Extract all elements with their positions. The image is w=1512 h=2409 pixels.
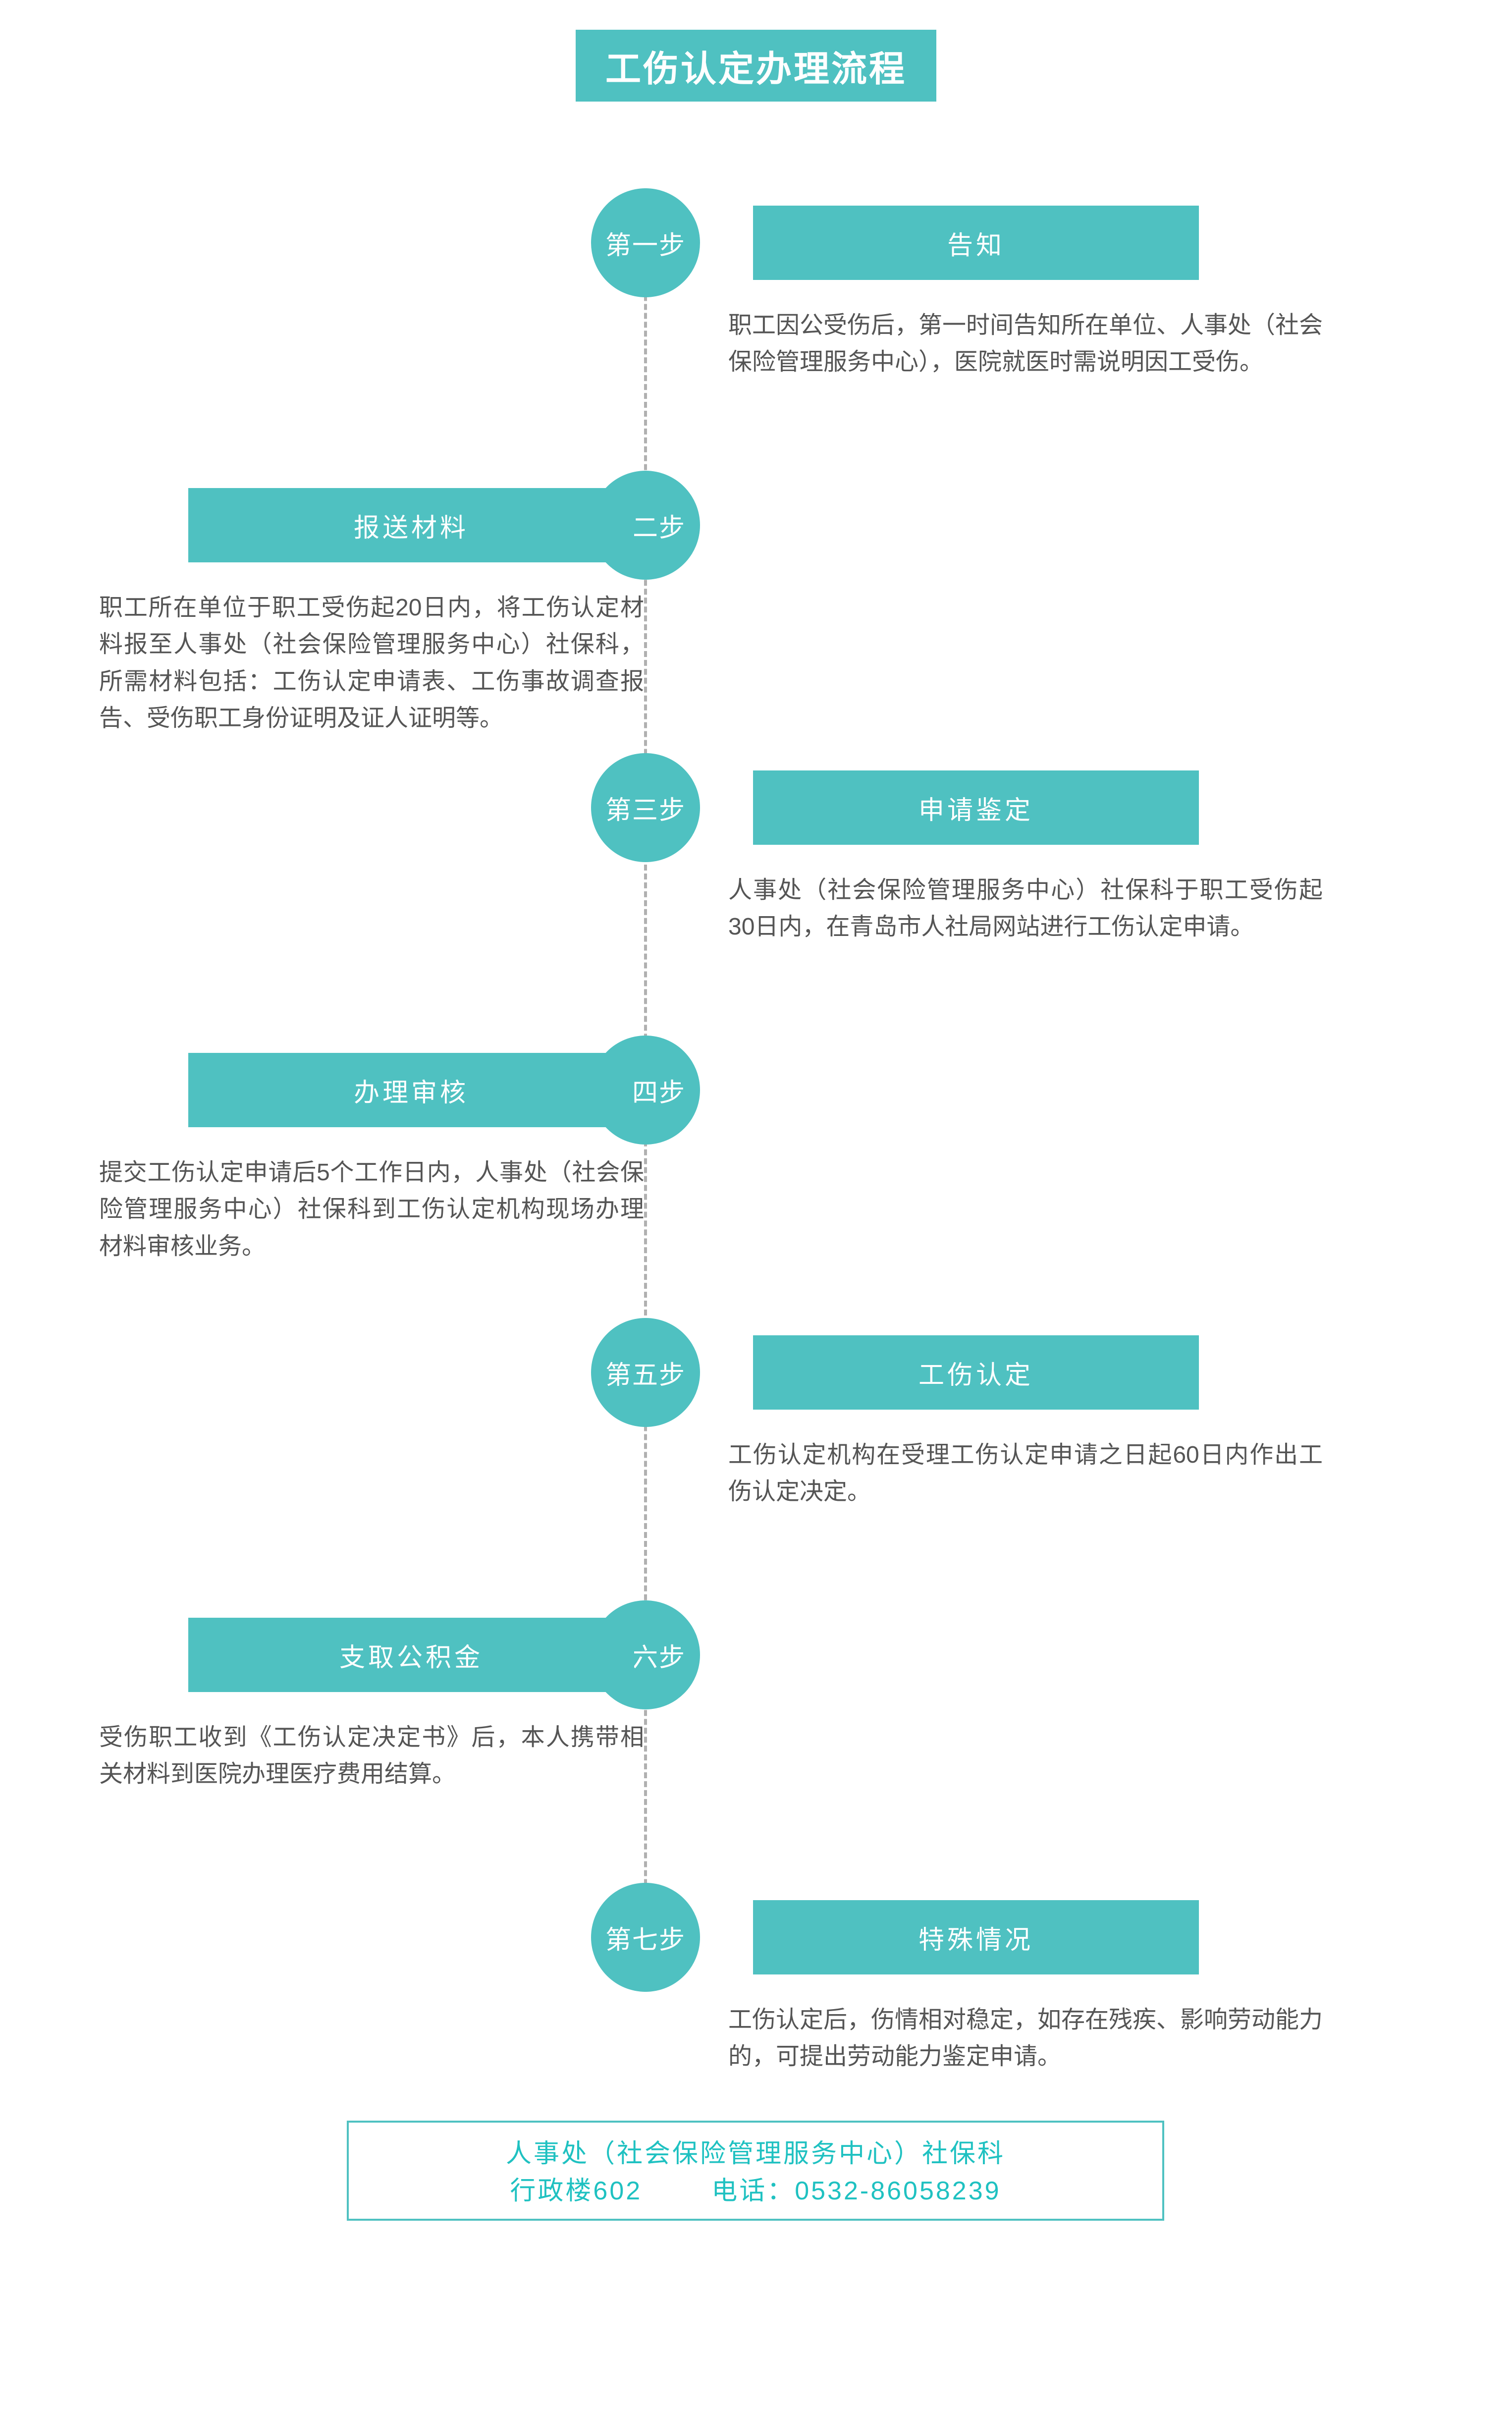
step-circle-1: 第一步 [591, 188, 700, 297]
step-desc-6: 受伤职工收到《工伤认定决定书》后，本人携带相关材料到医院办理医疗费用结算。 [99, 1719, 644, 1793]
footer-phone: 电话：0532-86058239 [711, 2170, 1001, 2207]
page-title: 工伤认定办理流程 [576, 30, 936, 102]
step-desc-3: 人事处（社会保险管理服务中心）社保科于职工受伤起30日内，在青岛市人社局网站进行… [728, 872, 1323, 946]
step-label-4: 办理审核 [188, 1053, 634, 1127]
step-desc-4: 提交工伤认定申请后5个工作日内，人事处（社会保险管理服务中心）社保科到工伤认定机… [99, 1154, 644, 1265]
step-label-7: 特殊情况 [753, 1900, 1199, 1974]
step-label-3: 申请鉴定 [753, 770, 1199, 845]
step-label-2: 报送材料 [188, 488, 634, 562]
step-label-6: 支取公积金 [188, 1618, 634, 1692]
step-circle-5: 第五步 [591, 1318, 700, 1427]
step-label-1: 告知 [753, 206, 1199, 280]
step-desc-1: 职工因公受伤后，第一时间告知所在单位、人事处（社会保险管理服务中心），医院就医时… [728, 307, 1323, 381]
footer-dept: 人事处（社会保险管理服务中心）社保科 [349, 2133, 1162, 2170]
step-circle-7: 第七步 [591, 1883, 700, 1992]
footer-building: 行政楼602 [510, 2170, 642, 2207]
step-desc-7: 工伤认定后，伤情相对稳定，如存在残疾、影响劳动能力的，可提出劳动能力鉴定申请。 [728, 2002, 1323, 2076]
step-desc-2: 职工所在单位于职工受伤起20日内，将工伤认定材料报至人事处（社会保险管理服务中心… [99, 590, 644, 737]
footer-contact-box: 人事处（社会保险管理服务中心）社保科 行政楼602 电话：0532-860582… [347, 2121, 1164, 2221]
step-desc-5: 工伤认定机构在受理工伤认定申请之日起60日内作出工伤认定决定。 [728, 1437, 1323, 1511]
step-circle-3: 第三步 [591, 753, 700, 862]
step-label-5: 工伤认定 [753, 1335, 1199, 1410]
